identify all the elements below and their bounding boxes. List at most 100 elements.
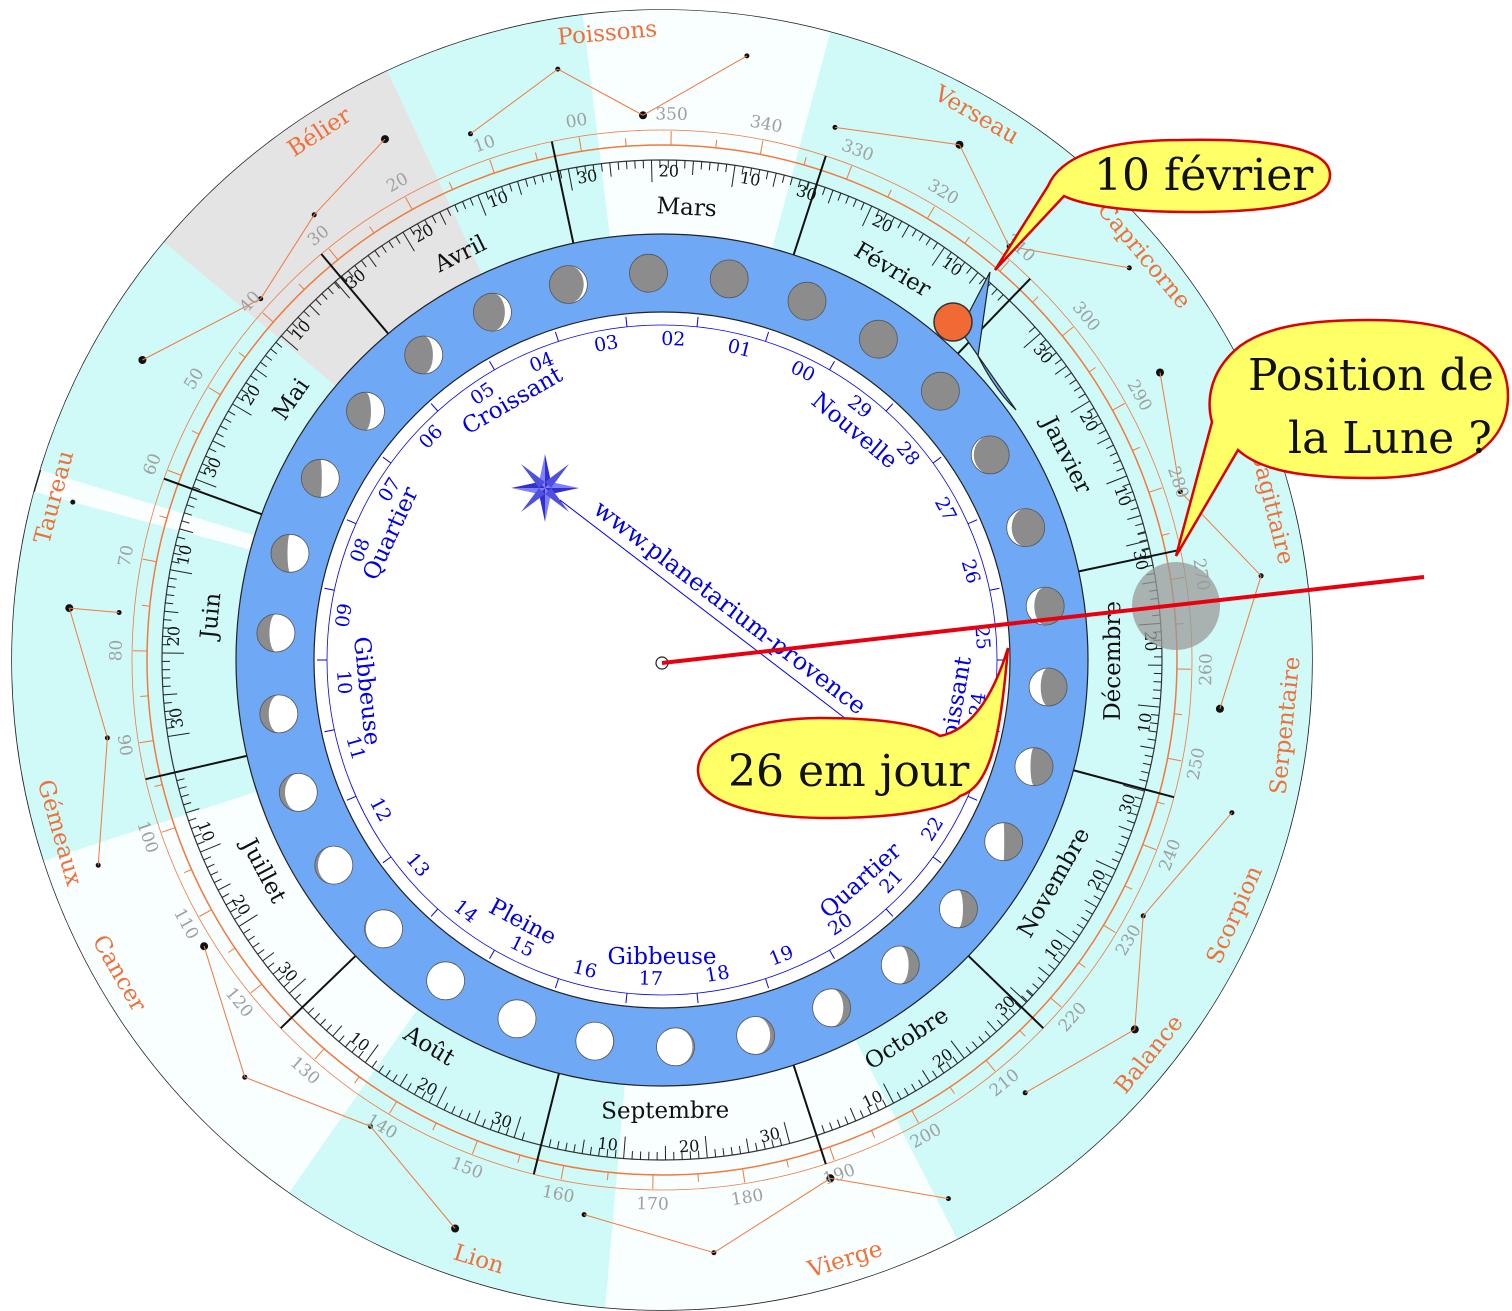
ecliptic-tick xyxy=(535,152,538,161)
day-tick xyxy=(166,726,175,729)
day-tick xyxy=(176,778,185,782)
constellation-segment xyxy=(370,1126,456,1229)
day-tick xyxy=(1048,964,1056,970)
day-tick xyxy=(623,1136,626,1159)
ecliptic-degree-label: 00 xyxy=(564,110,589,133)
day-tick xyxy=(195,478,217,488)
day-tick xyxy=(1069,379,1077,385)
day-tick xyxy=(1078,393,1086,399)
day-tick xyxy=(280,335,299,351)
month-boundary xyxy=(792,155,827,257)
day-tick xyxy=(1038,966,1050,977)
day-tick xyxy=(385,1069,391,1078)
day-tick xyxy=(505,1127,510,1136)
moon-day-tick xyxy=(554,331,559,342)
day-tick xyxy=(549,172,553,181)
day-tick xyxy=(1104,873,1113,878)
day-tick xyxy=(765,171,769,180)
day-tick xyxy=(474,1110,481,1124)
day-tick xyxy=(844,1116,849,1125)
day-tick xyxy=(198,470,207,475)
day-tick xyxy=(262,952,275,962)
ecliptic-tick xyxy=(161,827,176,833)
day-tick xyxy=(1141,548,1150,552)
day-tick xyxy=(1140,745,1155,749)
url-baseline xyxy=(559,499,851,723)
day-tick xyxy=(978,1036,985,1043)
day-tick xyxy=(200,843,221,853)
day-tick xyxy=(1014,1002,1022,1009)
ecliptic-tick xyxy=(715,139,718,148)
day-tick xyxy=(708,162,711,171)
day-tick xyxy=(485,191,490,200)
month-boundary xyxy=(1072,769,1175,799)
day-tick xyxy=(181,520,190,524)
day-tick xyxy=(170,569,192,575)
month-day-label: 20 xyxy=(678,1136,699,1156)
moon-day-tick xyxy=(765,331,770,342)
moon-day-tick xyxy=(696,993,699,1004)
ecliptic-tick xyxy=(199,909,212,917)
day-tick xyxy=(469,198,474,206)
day-tick xyxy=(333,282,340,289)
day-tick xyxy=(1137,704,1160,708)
day-tick xyxy=(609,162,612,177)
day-tick xyxy=(250,375,258,381)
ecliptic-tick xyxy=(228,947,236,953)
constellation-segment xyxy=(830,1177,949,1200)
moon-phase-icon xyxy=(270,533,310,573)
day-tick xyxy=(932,1070,938,1078)
constellation-segment xyxy=(834,126,960,146)
day-tick xyxy=(1121,835,1130,840)
day-tick xyxy=(525,178,529,187)
day-tick xyxy=(517,181,522,195)
month-boundary xyxy=(532,1072,561,1175)
day-tick xyxy=(1132,804,1140,808)
day-tick xyxy=(1095,860,1117,871)
moon-phase-icon xyxy=(278,773,318,812)
day-tick xyxy=(341,275,348,283)
day-tick xyxy=(521,1132,525,1141)
day-tick xyxy=(1081,916,1089,922)
constellation-segment xyxy=(97,737,108,866)
day-tick xyxy=(1116,467,1124,472)
constellation-segment xyxy=(142,298,261,361)
day-tick xyxy=(952,256,959,264)
moon-phase-icon xyxy=(736,1016,775,1055)
day-tick xyxy=(945,1061,952,1069)
day-tick xyxy=(918,233,924,241)
day-tick xyxy=(1085,909,1093,915)
month-boundary xyxy=(792,1063,827,1165)
moon-day-label: 17 xyxy=(638,967,663,990)
day-tick xyxy=(168,577,177,580)
day-tick xyxy=(845,195,850,204)
month-day-label: 10 xyxy=(739,168,762,190)
ecliptic-tick xyxy=(448,181,453,190)
dial-pointer[interactable] xyxy=(959,271,1017,411)
day-tick xyxy=(1139,539,1148,543)
day-tick xyxy=(931,247,945,266)
day-tick xyxy=(1152,697,1161,700)
moon-day-tick xyxy=(765,978,770,989)
moon-phase-icon xyxy=(787,281,827,321)
moon-phase-icon xyxy=(300,458,340,498)
day-tick xyxy=(413,1087,419,1095)
day-tick xyxy=(309,304,320,316)
day-tick xyxy=(347,270,354,278)
moon-ring-outer-edge xyxy=(235,233,1089,1087)
ecliptic-tick xyxy=(803,157,807,166)
callout-date: 10 février xyxy=(993,138,1332,271)
day-tick xyxy=(327,287,334,295)
ecliptic-tick xyxy=(964,236,970,244)
moon-day-tick xyxy=(489,360,495,371)
moon-day-tick xyxy=(430,403,439,412)
constellation-segment xyxy=(1142,812,1233,917)
moon-day-tick xyxy=(829,360,835,371)
ecliptic-tick xyxy=(1124,885,1133,890)
day-tick xyxy=(829,1122,833,1131)
moon-day-tick xyxy=(382,856,392,864)
month-boundary xyxy=(550,141,575,245)
day-tick xyxy=(374,250,380,258)
day-tick xyxy=(275,342,283,348)
day-tick xyxy=(210,871,219,876)
